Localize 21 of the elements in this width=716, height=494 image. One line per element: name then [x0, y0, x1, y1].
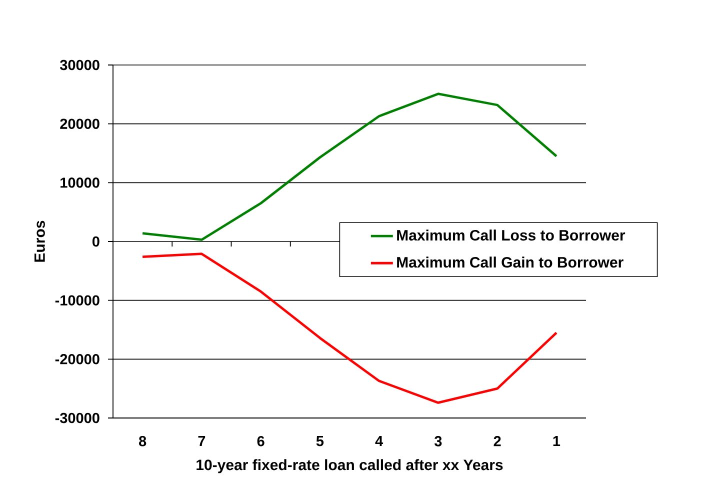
x-tick-label: 4	[375, 436, 384, 446]
x-tick-label: 7	[198, 436, 206, 446]
y-tick-label: -20000	[55, 354, 100, 364]
x-tick-label: 8	[138, 436, 146, 446]
x-tick-label: 2	[494, 436, 501, 446]
y-tick-label: 30000	[60, 60, 100, 70]
y-axis-title: Euros	[34, 220, 45, 262]
y-tick-label: 0	[92, 236, 100, 247]
x-tick-label: 1	[553, 436, 560, 446]
legend-label: Maximum Call Gain to Borrower	[397, 256, 624, 268]
y-tick-label: -10000	[55, 295, 100, 306]
y-tick-label: 10000	[60, 178, 100, 188]
y-tick-label: 20000	[60, 118, 100, 129]
x-tick-label: 5	[316, 436, 324, 446]
y-tick-label: -30000	[55, 412, 100, 424]
legend-label: Maximum Call Loss to Borrower	[397, 230, 626, 241]
x-tick-label: 3	[434, 436, 442, 446]
line-series	[141, 252, 558, 404]
line-series	[141, 92, 558, 241]
x-axis-title: 10-year fixed-rate loan called after xx Years	[196, 459, 503, 474]
x-tick-label: 6	[257, 436, 264, 446]
